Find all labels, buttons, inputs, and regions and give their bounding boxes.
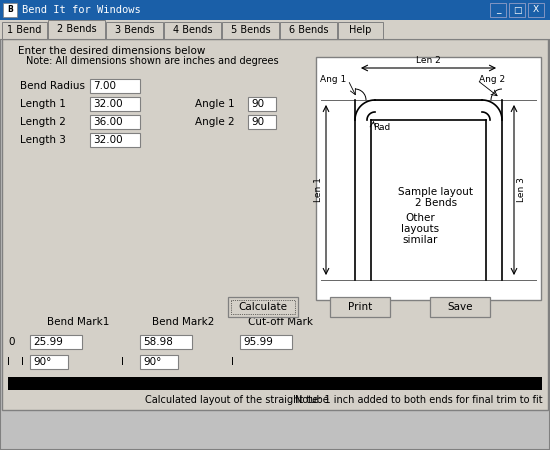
Text: Len 2: Len 2 bbox=[416, 56, 441, 65]
Text: I: I bbox=[120, 357, 124, 367]
Text: 90: 90 bbox=[251, 117, 264, 127]
Text: Length 1: Length 1 bbox=[20, 99, 66, 109]
Bar bbox=[280, 22, 337, 39]
Text: Ang 2: Ang 2 bbox=[479, 76, 505, 85]
Bar bbox=[0, 0, 550, 20]
Text: Len 3: Len 3 bbox=[517, 178, 526, 202]
Text: 6 Bends: 6 Bends bbox=[289, 25, 328, 35]
Bar bbox=[430, 297, 490, 317]
Bar bbox=[0, 20, 550, 40]
Bar bbox=[90, 115, 140, 129]
Text: Ang 1: Ang 1 bbox=[320, 76, 346, 85]
Text: 3 Bends: 3 Bends bbox=[115, 25, 154, 35]
Text: 7.00: 7.00 bbox=[93, 81, 116, 91]
Bar bbox=[316, 57, 541, 300]
Text: Bend Mark1: Bend Mark1 bbox=[47, 317, 109, 327]
Bar bbox=[106, 22, 163, 39]
Text: □: □ bbox=[513, 5, 521, 14]
Bar bbox=[48, 20, 105, 39]
Text: Print: Print bbox=[348, 302, 372, 312]
Text: X: X bbox=[533, 5, 539, 14]
Text: 2 Bends: 2 Bends bbox=[415, 198, 457, 208]
Bar bbox=[164, 22, 221, 39]
Bar bbox=[330, 297, 390, 317]
Text: Sample layout: Sample layout bbox=[399, 187, 474, 197]
Text: layouts: layouts bbox=[401, 224, 439, 234]
Bar bbox=[140, 335, 192, 349]
Text: 32.00: 32.00 bbox=[93, 99, 123, 109]
Text: Calculate: Calculate bbox=[239, 302, 288, 312]
Text: Len 1: Len 1 bbox=[314, 178, 323, 202]
Text: similar: similar bbox=[402, 235, 438, 245]
Text: Note: All dimensions shown are inches and degrees: Note: All dimensions shown are inches an… bbox=[26, 56, 279, 66]
Bar bbox=[90, 133, 140, 147]
Text: I: I bbox=[20, 357, 24, 367]
Text: Note: 1 inch added to both ends for final trim to fit: Note: 1 inch added to both ends for fina… bbox=[295, 395, 543, 405]
Text: B: B bbox=[7, 5, 13, 14]
Text: 2 Bends: 2 Bends bbox=[57, 24, 96, 34]
Bar bbox=[248, 115, 276, 129]
Text: 32.00: 32.00 bbox=[93, 135, 123, 145]
Text: Enter the desired dimensions below: Enter the desired dimensions below bbox=[18, 46, 205, 56]
Text: 90°: 90° bbox=[33, 357, 51, 367]
Text: 1 Bend: 1 Bend bbox=[7, 25, 42, 35]
Bar bbox=[30, 335, 82, 349]
Bar bbox=[90, 97, 140, 111]
Text: Cut-off Mark: Cut-off Mark bbox=[248, 317, 313, 327]
Bar bbox=[509, 3, 525, 17]
Bar bbox=[240, 335, 292, 349]
Bar bbox=[490, 3, 506, 17]
Bar bbox=[2, 22, 47, 39]
Bar bbox=[338, 22, 383, 39]
Text: 25.99: 25.99 bbox=[33, 337, 63, 347]
Bar bbox=[228, 297, 298, 317]
Bar bbox=[222, 22, 279, 39]
Bar bbox=[90, 79, 140, 93]
Text: 90°: 90° bbox=[143, 357, 161, 367]
Text: Bend Radius: Bend Radius bbox=[20, 81, 85, 91]
Text: 58.98: 58.98 bbox=[143, 337, 173, 347]
Text: I: I bbox=[7, 357, 9, 367]
Text: _: _ bbox=[496, 5, 500, 14]
Text: 5 Bends: 5 Bends bbox=[230, 25, 270, 35]
Text: Other: Other bbox=[405, 213, 435, 223]
Text: Save: Save bbox=[447, 302, 473, 312]
Text: Bend Mark2: Bend Mark2 bbox=[152, 317, 214, 327]
Text: 0: 0 bbox=[9, 337, 15, 347]
Text: Calculated layout of the straight tube: Calculated layout of the straight tube bbox=[145, 395, 329, 405]
Text: Angle 2: Angle 2 bbox=[195, 117, 235, 127]
Text: I: I bbox=[230, 357, 234, 367]
Bar bbox=[30, 355, 68, 369]
Bar bbox=[3, 3, 17, 17]
Text: 90: 90 bbox=[251, 99, 264, 109]
Text: Bend It for Windows: Bend It for Windows bbox=[22, 5, 141, 15]
Text: 95.99: 95.99 bbox=[243, 337, 273, 347]
Text: Angle 1: Angle 1 bbox=[195, 99, 235, 109]
Text: Rad: Rad bbox=[373, 122, 390, 131]
Text: Length 3: Length 3 bbox=[20, 135, 66, 145]
Bar bbox=[528, 3, 544, 17]
Bar bbox=[140, 355, 178, 369]
Text: 4 Bends: 4 Bends bbox=[173, 25, 212, 35]
Bar bbox=[2, 39, 548, 410]
Bar bbox=[231, 300, 295, 314]
Text: Help: Help bbox=[349, 25, 372, 35]
Text: 36.00: 36.00 bbox=[93, 117, 123, 127]
Bar bbox=[8, 377, 542, 390]
Bar bbox=[248, 97, 276, 111]
Text: Length 2: Length 2 bbox=[20, 117, 66, 127]
